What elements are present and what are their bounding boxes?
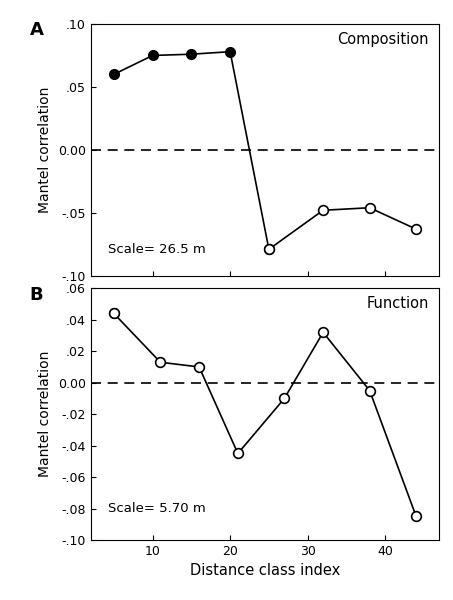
Text: A: A [29, 22, 43, 40]
Text: Scale= 26.5 m: Scale= 26.5 m [108, 242, 206, 256]
Text: B: B [29, 286, 43, 304]
Text: Composition: Composition [337, 32, 429, 47]
Y-axis label: Mantel correlation: Mantel correlation [38, 86, 52, 213]
Y-axis label: Mantel correlation: Mantel correlation [38, 351, 52, 478]
Text: Scale= 5.70 m: Scale= 5.70 m [108, 502, 206, 515]
X-axis label: Distance class index: Distance class index [190, 563, 340, 578]
Text: Function: Function [366, 296, 429, 311]
